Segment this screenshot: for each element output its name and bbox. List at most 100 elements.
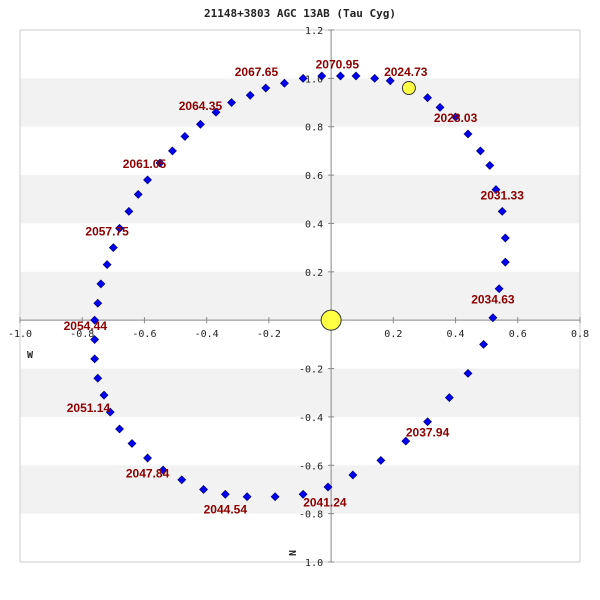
- y-tick-label: 0.4: [305, 219, 323, 230]
- epoch-label: 2057.75: [85, 225, 129, 239]
- epoch-label: 2034.63: [471, 292, 515, 306]
- orbit-point: [348, 470, 358, 480]
- y-tick-label: 0.8: [305, 123, 323, 134]
- orbit-point: [143, 453, 152, 463]
- primary-star: [320, 309, 342, 331]
- plot-frame: [19, 29, 581, 563]
- orbit-point: [270, 492, 280, 502]
- orbit-point: [317, 71, 327, 81]
- x-tick-label: -0.2: [257, 329, 281, 340]
- orbit-point: [93, 373, 103, 383]
- epoch-label: 2028.03: [434, 111, 478, 125]
- chart-title: 21148+3803 AGC 13AB (Tau Cyg): [204, 7, 396, 20]
- y-tick-label: 0.2: [305, 268, 323, 279]
- orbit-point: [488, 313, 498, 323]
- orbit-point: [463, 368, 473, 378]
- orbit-point: [199, 485, 208, 494]
- orbit-point: [105, 407, 115, 417]
- orbit-point: [196, 119, 205, 129]
- grid-bands: [20, 78, 580, 514]
- x-tick-label: -0.4: [195, 329, 219, 340]
- x-tick-label: 0.6: [509, 329, 527, 340]
- epoch-label: 2051.14: [67, 401, 111, 415]
- orbit-point: [220, 489, 230, 499]
- orbit-point: [479, 339, 488, 349]
- orbit-point: [401, 436, 411, 446]
- orbit-point: [497, 206, 507, 216]
- orbit-point: [242, 492, 252, 502]
- epoch-label: 2064.35: [179, 99, 223, 113]
- x-tick-label: 0.2: [384, 329, 402, 340]
- y-tick-label: -0.2: [299, 365, 323, 376]
- orbit-point: [96, 279, 106, 289]
- orbit-point: [500, 233, 510, 243]
- orbit-point: [323, 482, 333, 492]
- orbit-point: [298, 489, 308, 499]
- orbit-point: [127, 439, 137, 448]
- y-tick-label: -0.4: [299, 413, 323, 424]
- orbit-point: [376, 456, 386, 465]
- epoch-label: 2031.33: [481, 188, 525, 202]
- x-tick-label: 0.4: [447, 329, 465, 340]
- epoch-label: 2067.65: [235, 65, 279, 79]
- orbit-point: [476, 146, 485, 156]
- x-tick-labels: -1.0 -0.8 -0.6 -0.4 -0.2 0.2 0.4 0.6 0.8: [8, 317, 589, 340]
- grid-band-1: [20, 175, 580, 224]
- orbit-point: [177, 475, 187, 485]
- orbit-point: [90, 354, 100, 364]
- y-tick-label: -0.8: [299, 510, 323, 521]
- orbit-point: [385, 76, 395, 86]
- orbit-point: [90, 335, 100, 344]
- epoch-label: 2024.73: [384, 65, 428, 79]
- orbit-point: [155, 158, 165, 168]
- orbit-point: [99, 390, 109, 400]
- orbit-point: [108, 243, 118, 253]
- y-tick-label: 0.6: [305, 171, 323, 182]
- orbit-point: [370, 73, 380, 83]
- orbit-point: [298, 73, 308, 83]
- orbit-point: [423, 93, 432, 103]
- y-tick-label: 1.0: [305, 558, 323, 569]
- orbit-point: [491, 185, 501, 195]
- orbit-series: [90, 71, 510, 502]
- epoch-label: 2037.94: [406, 425, 450, 439]
- orbit-point: [423, 417, 432, 427]
- orbit-point: [168, 146, 177, 156]
- epoch-label: 2070.95: [316, 58, 360, 72]
- epoch-label: 2044.54: [204, 503, 248, 517]
- orbit-point: [451, 112, 460, 122]
- epoch-labels: 2024.73 2028.03 2031.33 2034.63 2037.94 2041.…: [64, 58, 525, 517]
- orbit-point: [115, 223, 124, 233]
- orbit-point: [336, 71, 345, 81]
- epoch-label: 2061.05: [123, 157, 167, 171]
- grid-band-4: [20, 465, 580, 514]
- orbit-point: [227, 98, 236, 107]
- orbit-point: [435, 102, 445, 112]
- direction-label-north: N: [286, 550, 297, 556]
- direction-label-west: W: [27, 350, 34, 361]
- x-tick-label: -0.6: [132, 329, 156, 340]
- stars: [320, 81, 416, 331]
- orbit-point: [93, 298, 103, 308]
- orbit-point: [245, 90, 255, 100]
- grid-band-3: [20, 368, 580, 417]
- x-tick-label: -1.0: [8, 329, 32, 340]
- y-tick-label: 1.0: [305, 74, 323, 85]
- orbit-point: [133, 190, 143, 199]
- orbit-point: [143, 175, 152, 185]
- orbit-point: [211, 107, 221, 117]
- orbit-point: [500, 257, 510, 267]
- epoch-label: 2041.24: [303, 495, 347, 509]
- grid-band-0: [20, 78, 580, 127]
- orbit-point: [261, 83, 271, 93]
- orbit-point: [158, 465, 168, 475]
- y-tick-label: -0.6: [299, 461, 323, 472]
- orbit-point: [463, 129, 473, 139]
- orbit-point: [102, 260, 112, 269]
- epoch-label: 2047.84: [126, 466, 170, 480]
- x-tick-label: -0.8: [70, 329, 94, 340]
- orbit-point: [485, 160, 495, 170]
- orbit-point: [351, 71, 361, 81]
- orbit-point: [280, 78, 289, 88]
- x-tick-label: 0.8: [571, 329, 589, 340]
